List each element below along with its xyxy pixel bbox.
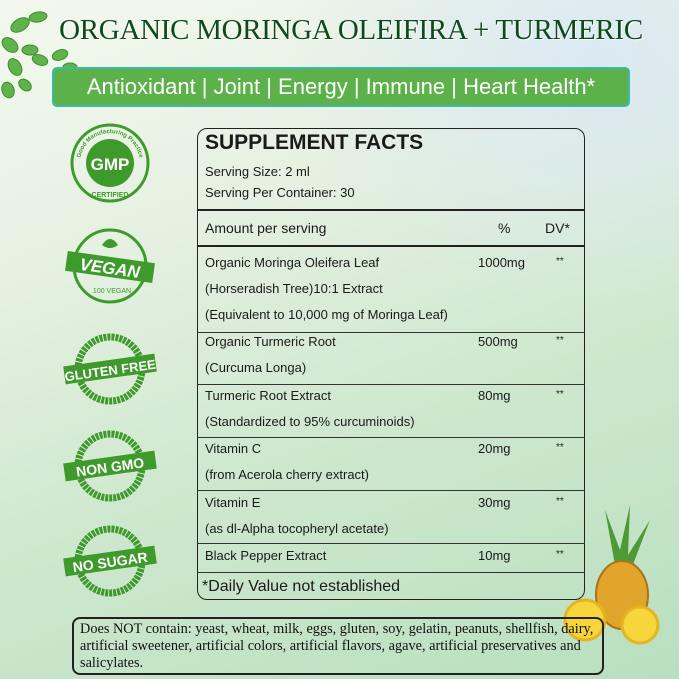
ingredient-line: Organic Moringa Oleifera Leaf	[205, 255, 380, 270]
supplement-facts-panel	[197, 128, 585, 600]
ingredient-amount: 20mg	[478, 441, 511, 456]
ingredient-line: (Curcuma Longa)	[205, 360, 307, 375]
moringa-leaves-image	[1, 11, 78, 99]
ingredient-line: Black Pepper Extract	[205, 548, 327, 563]
row-divider	[197, 490, 585, 491]
col-dv-header: DV*	[545, 220, 570, 236]
background-glow	[279, 0, 679, 300]
100-vegan-text: 100 VEGAN	[93, 288, 131, 295]
ingredient-dv: **	[556, 256, 564, 267]
gluten-free-badge-icon: GLUTEN FREE	[63, 333, 157, 405]
divider	[197, 245, 585, 247]
ingredient-dv: **	[556, 549, 564, 560]
row-divider	[197, 543, 585, 544]
non-gmo-text: NON GMO	[75, 454, 145, 479]
benefits-banner: Antioxidant | Joint | Energy | Immune | …	[52, 67, 630, 107]
ingredient-line: (as dl-Alpha tocopheryl acetate)	[205, 521, 389, 536]
ingredient-dv: **	[556, 389, 564, 400]
divider	[197, 209, 585, 211]
row-divider	[197, 332, 585, 333]
ingredient-dv: **	[556, 442, 564, 453]
row-divider	[197, 384, 585, 385]
no-sugar-badge-icon: NO SUGAR	[63, 525, 157, 597]
ingredient-line: Turmeric Root Extract	[205, 388, 331, 403]
col-pct-header: %	[498, 220, 511, 236]
certified-text: CERTIFIED	[92, 192, 129, 199]
ingredient-line: (from Acerola cherry extract)	[205, 467, 369, 482]
ingredient-dv: **	[556, 335, 564, 346]
facts-heading: SUPPLEMENT FACTS	[205, 131, 424, 154]
pineapple-image	[563, 505, 660, 645]
row-divider	[197, 437, 585, 438]
serving-size: Serving Size: 2 ml	[205, 164, 310, 179]
ingredient-line: Vitamin E	[205, 495, 261, 510]
ingredient-dv: **	[556, 496, 564, 507]
servings-per-container: Serving Per Container: 30	[205, 185, 355, 200]
allergen-notice: Does NOT contain: yeast, wheat, milk, eg…	[72, 617, 604, 675]
ingredient-line: Vitamin C	[205, 441, 262, 456]
vegan-text: VEGAN	[79, 255, 142, 282]
ingredient-amount: 30mg	[478, 495, 511, 510]
ingredient-line: (Equivalent to 10,000 mg of Moringa Leaf…	[205, 307, 448, 322]
ingredient-line: (Standardized to 95% curcuminoids)	[205, 414, 415, 429]
product-title: ORGANIC MORINGA OLEIFIRA + TURMERIC	[59, 14, 643, 46]
daily-value-footnote: *Daily Value not established	[202, 578, 401, 595]
col-amount-header: Amount per serving	[205, 220, 327, 236]
row-divider	[197, 572, 585, 573]
ingredient-amount: 80mg	[478, 388, 511, 403]
ingredient-amount: 500mg	[478, 334, 518, 349]
gmp-text: GMP	[91, 155, 130, 174]
gmp-certified-badge-icon: Good Manufacturing Practice GMP CERTIFIE…	[70, 123, 150, 203]
ingredient-amount: 10mg	[478, 548, 511, 563]
ingredient-amount: 1000mg	[478, 255, 525, 270]
non-gmo-badge-icon: NON GMO	[63, 430, 157, 502]
ingredient-line: Organic Turmeric Root	[205, 334, 336, 349]
ingredient-line: (Horseradish Tree)10:1 Extract	[205, 281, 383, 296]
vegan-badge-icon: VEGAN 100 VEGAN	[65, 228, 155, 304]
